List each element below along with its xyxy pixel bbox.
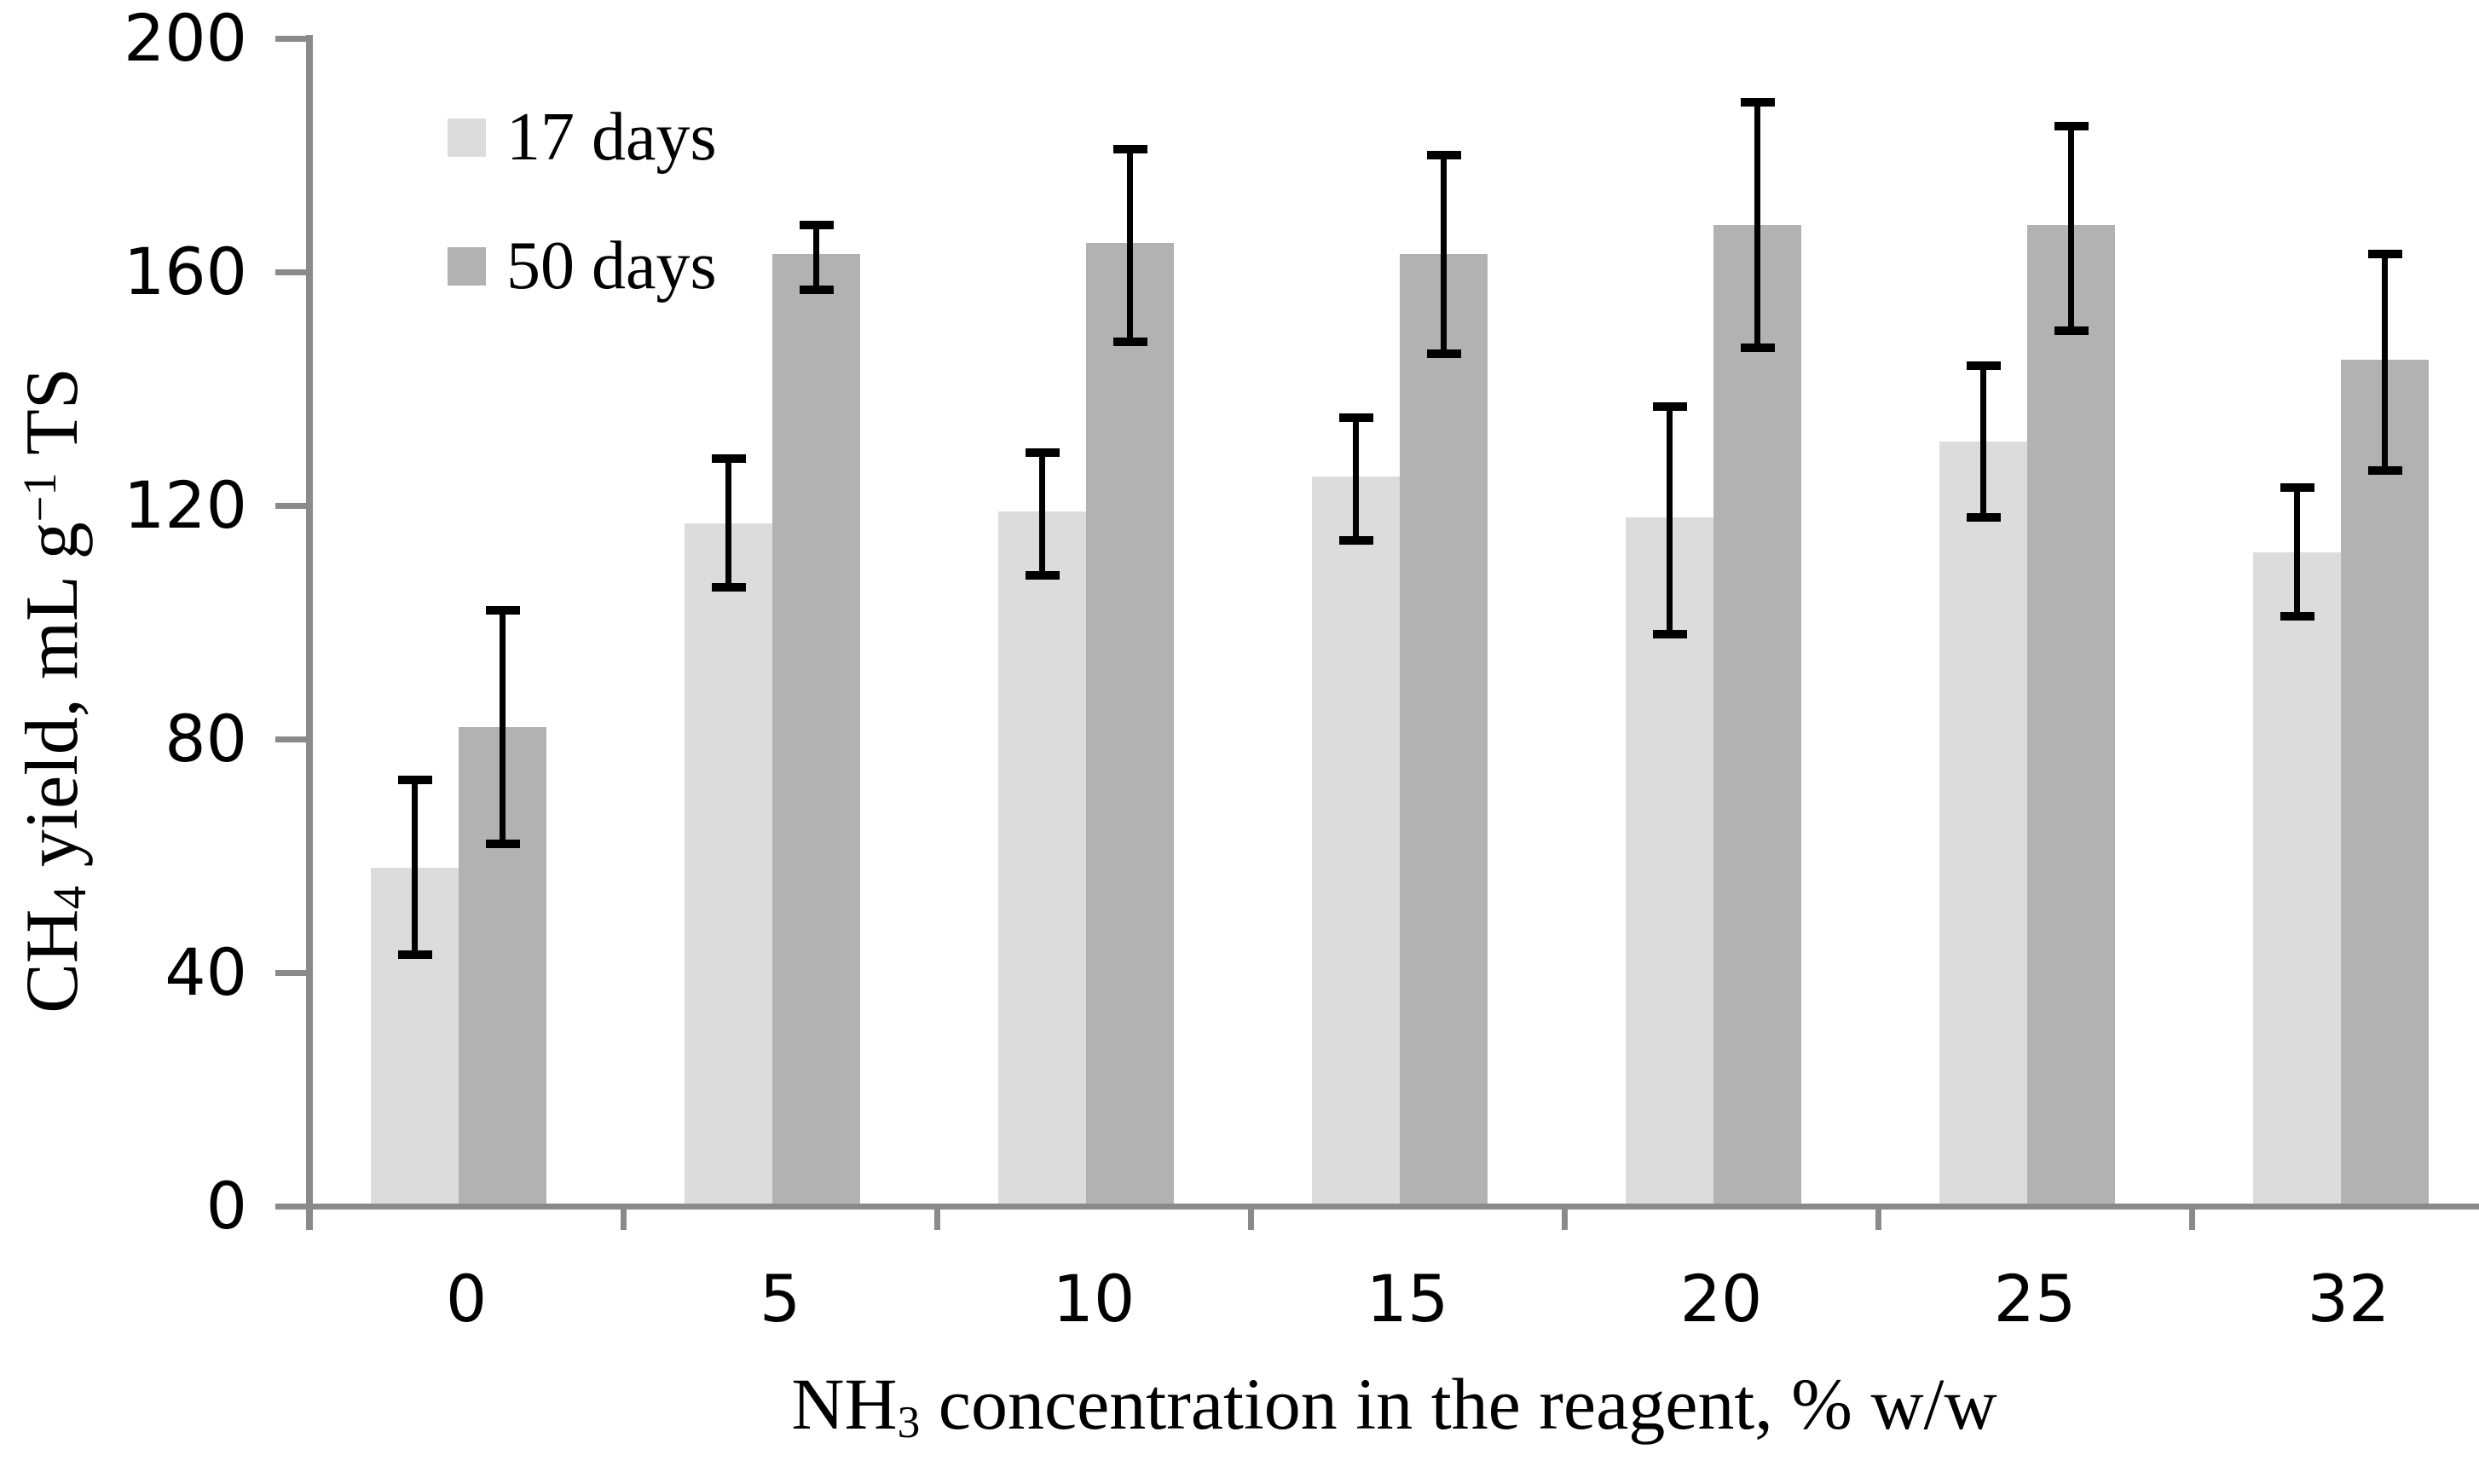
legend-label-50-days: 50 days — [506, 228, 717, 303]
error-bar-line — [2068, 125, 2074, 331]
error-bar-line — [813, 225, 819, 290]
error-bar-cap-bottom — [1112, 338, 1147, 347]
x-tick-label: 5 — [759, 1261, 801, 1337]
y-title-text-end: TS — [11, 367, 94, 473]
error-bar-cap-top — [2054, 121, 2089, 130]
x-title-text-end: concentration in the reagent, % w/w — [920, 1363, 1997, 1445]
x-tick-label: 32 — [2307, 1261, 2390, 1337]
error-bar-line — [1039, 453, 1045, 576]
error-bar-cap-top — [397, 775, 432, 784]
x-title-text: NH — [791, 1363, 898, 1445]
error-bar-cap-top — [711, 454, 746, 464]
y-axis-line — [306, 35, 313, 1230]
bar-50-days-25 — [2027, 225, 2115, 1204]
error-bar-cap-top — [1338, 413, 1373, 423]
bar-17-days-32 — [2253, 551, 2341, 1204]
error-bar-cap-bottom — [1966, 512, 2001, 522]
bar-50-days-10 — [1086, 242, 1174, 1204]
x-tick-label: 25 — [1993, 1261, 2077, 1337]
error-bar-cap-top — [1112, 145, 1147, 154]
x-tick-label: 0 — [445, 1261, 488, 1337]
x-tick-label: 10 — [1052, 1261, 1135, 1337]
error-bar-cap-bottom — [2054, 326, 2089, 335]
error-bar-cap-top — [1740, 98, 1775, 107]
bar-50-days-32 — [2341, 359, 2429, 1204]
error-bar-cap-bottom — [1652, 629, 1687, 638]
error-bar-line — [1667, 406, 1673, 634]
legend-label-17-days: 17 days — [506, 100, 717, 175]
error-bar-cap-top — [1966, 361, 2001, 370]
legend-swatch-17-days — [448, 118, 486, 157]
error-bar-line — [1127, 149, 1133, 343]
error-bar-line — [1754, 102, 1760, 349]
legend-swatch-50-days — [448, 247, 486, 286]
error-bar-cap-top — [1426, 151, 1461, 159]
y-axis-tick — [275, 736, 309, 742]
y-tick-label: 120 — [123, 467, 247, 543]
bar-50-days-15 — [1400, 254, 1488, 1204]
error-bar-cap-bottom — [711, 582, 746, 592]
error-bar-line — [500, 610, 506, 845]
y-axis-title: CH4 yield, mL g−1 TS — [10, 179, 95, 1202]
error-bar-line — [2294, 488, 2300, 617]
error-bar-cap-top — [485, 606, 520, 615]
y-tick-label: 0 — [205, 1168, 247, 1244]
error-bar-cap-bottom — [1426, 349, 1461, 358]
y-title-subscript: 4 — [43, 886, 95, 909]
y-tick-label: 40 — [165, 934, 247, 1010]
x-title-subscript: 3 — [897, 1395, 921, 1447]
x-tick-label: 20 — [1679, 1261, 1763, 1337]
x-axis-tick — [2188, 1206, 2195, 1230]
y-axis-tick — [275, 502, 309, 509]
x-axis-line — [275, 1204, 2479, 1210]
error-bar-cap-bottom — [1338, 536, 1373, 546]
error-bar-cap-top — [2367, 250, 2402, 259]
error-bar-cap-bottom — [1740, 344, 1775, 353]
x-axis-tick — [1875, 1206, 1881, 1230]
error-bar-cap-bottom — [2367, 465, 2402, 475]
error-bar-line — [725, 459, 731, 587]
bar-50-days-5 — [772, 254, 860, 1204]
error-bar-cap-top — [2280, 483, 2314, 493]
bar-17-days-15 — [1312, 476, 1400, 1204]
bar-17-days-25 — [1939, 441, 2027, 1204]
legend-item-17-days: 17 days — [448, 100, 717, 175]
bar-17-days-5 — [685, 523, 772, 1204]
x-axis-tick — [933, 1206, 940, 1230]
error-bar-cap-bottom — [799, 285, 834, 294]
y-tick-label: 160 — [123, 234, 247, 309]
error-bar-line — [1980, 365, 1986, 517]
error-bar-cap-bottom — [397, 950, 432, 960]
y-tick-label: 80 — [165, 701, 247, 777]
error-bar-cap-bottom — [1025, 571, 1060, 580]
legend-item-50-days: 50 days — [448, 228, 717, 303]
x-axis-tick — [1247, 1206, 1254, 1230]
bar-50-days-20 — [1713, 225, 1801, 1204]
error-bar-cap-top — [799, 221, 834, 230]
error-bar-cap-top — [1652, 401, 1687, 411]
x-tick-label: 15 — [1366, 1261, 1449, 1337]
error-bar-line — [1441, 155, 1447, 354]
y-axis-tick — [275, 969, 309, 976]
y-axis-tick — [275, 269, 309, 275]
error-bar-cap-bottom — [2280, 612, 2314, 621]
y-axis-tick — [275, 1203, 309, 1210]
y-axis-tick — [275, 35, 309, 42]
y-tick-label: 200 — [123, 0, 247, 76]
error-bar-line — [412, 779, 418, 956]
error-bar-line — [1353, 418, 1359, 541]
y-title-text-mid: yield, mL g — [11, 522, 94, 886]
error-bar-cap-top — [1025, 448, 1060, 458]
x-axis-tick — [620, 1206, 627, 1230]
bar-17-days-10 — [998, 511, 1086, 1204]
x-axis-tick — [1561, 1206, 1568, 1230]
x-axis-title: NH3 concentration in the reagent, % w/w — [309, 1361, 2479, 1455]
error-bar-line — [2382, 254, 2388, 471]
error-bar-cap-bottom — [485, 840, 520, 849]
